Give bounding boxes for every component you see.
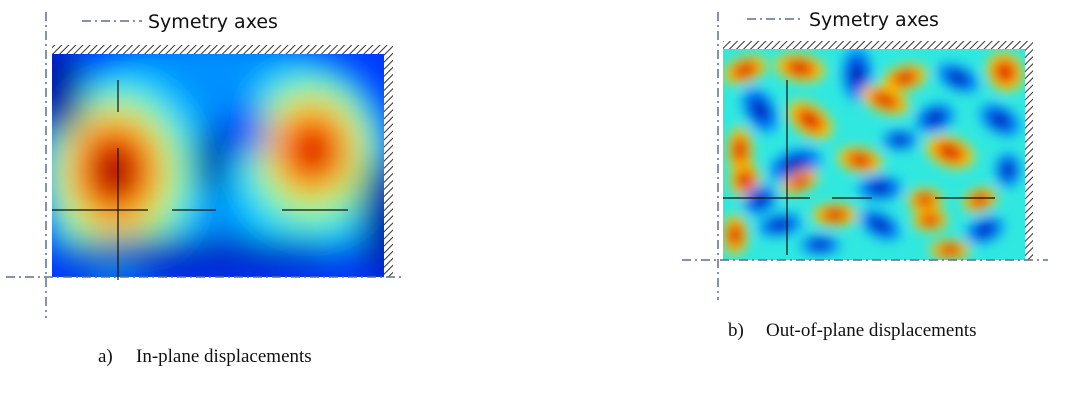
positive-lobe [791,62,809,74]
positive-lobe [730,227,740,243]
positive-lobe [942,246,958,254]
positive-lobe [918,195,932,205]
positive-lobe [793,177,807,187]
legend-a-label: Symetry axes [148,11,278,33]
symmetry-axes-a [6,12,402,318]
positive-lobe [923,215,937,225]
positive-lobe [802,113,818,127]
hatch-top-a [52,45,392,54]
negative-lobe [813,241,827,249]
negative-lobe [873,220,887,230]
symmetry-axes-b [682,12,1048,300]
negative-lobe [872,184,888,192]
heatmap-b [723,49,1025,260]
panel-b: Symetry axes [682,9,1048,300]
internal-axes-a [52,80,348,280]
internal-axes-b [723,80,995,255]
positive-lobe [739,173,751,187]
positive-lobe [998,65,1012,79]
positive-lobe [851,155,869,165]
legend-b-label: Symetry axes [809,9,939,31]
negative-lobe [928,113,942,123]
caption-b: b) Out-of-plane displacements [728,320,977,342]
positive-lobe [941,146,959,158]
legend-b: Symetry axes [747,9,939,31]
negative-lobe [993,114,1007,126]
negative-lobe [772,221,788,229]
negative-lobe [754,102,766,118]
positive-lobe [876,94,894,106]
negative-lobe [1004,164,1012,176]
heatmap-a [52,54,384,277]
hatch-top-b [723,41,1033,49]
positive-lobe [897,73,913,83]
hatch-right-b [1025,41,1033,260]
caption-a-letter: a) [98,346,113,367]
legend-a: Symetry axes [82,11,278,33]
caption-b-text: Out-of-plane displacements [766,320,977,341]
positive-lobe [737,64,753,76]
panel-a: Symetry axes [6,11,402,318]
caption-b-letter: b) [728,320,744,341]
negative-lobe [786,159,804,171]
positive-lobe [826,210,844,220]
positive-lobe [735,141,745,159]
hatch-right-a [384,45,393,277]
negative-lobe [852,65,862,83]
caption-a-text: In-plane displacements [136,346,312,367]
negative-lobe [894,136,906,144]
caption-a: a) In-plane displacements [98,346,312,368]
negative-lobe [951,73,965,83]
negative-lobe [978,225,992,235]
